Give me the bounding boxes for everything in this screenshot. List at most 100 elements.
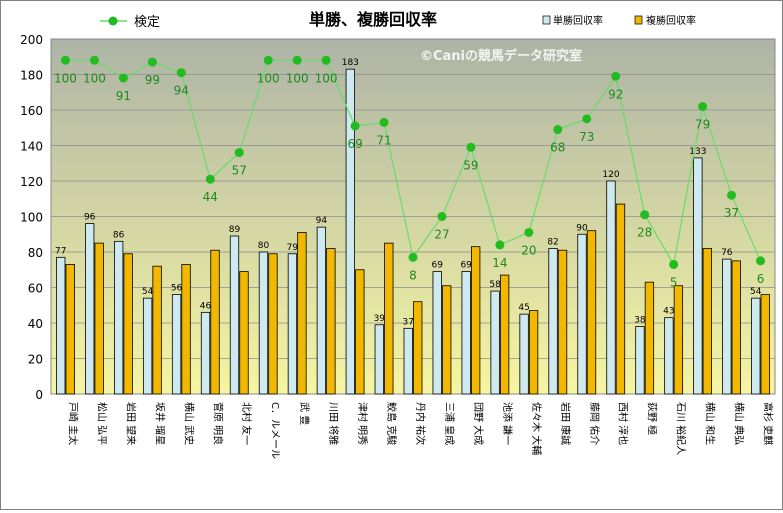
bar-fukusho — [326, 248, 336, 395]
x-tick-label: 三浦 皇成 — [443, 402, 456, 445]
bar-fukusho — [471, 246, 481, 395]
kentei-value-label: 94 — [174, 84, 189, 98]
kentei-marker — [756, 256, 766, 266]
kentei-marker — [466, 142, 476, 152]
bar-tansho — [403, 327, 413, 395]
x-tick-label: 岩田 望来 — [124, 402, 137, 445]
bar-fukusho — [152, 265, 162, 395]
y-tick-label: 40 — [28, 317, 43, 331]
legend-label-tansho: 単勝回収率 — [553, 14, 603, 27]
chart-title: 単勝、複勝回収率 — [309, 10, 437, 29]
bar-tansho — [171, 294, 182, 395]
kentei-value-label: 69 — [347, 137, 362, 151]
x-tick-label: 横山 和生 — [704, 402, 717, 445]
gridlines — [51, 74, 775, 359]
x-tick-label: 坂井 瑠星 — [153, 402, 166, 445]
kentei-value-label: 100 — [83, 71, 106, 85]
x-tick-label: 横山 典弘 — [733, 402, 746, 445]
x-tick-label: 松山 弘平 — [95, 402, 108, 445]
x-tick-label: 川田 将雅 — [327, 402, 340, 445]
bar-fukusho — [702, 248, 712, 395]
kentei-value-label: 91 — [116, 89, 131, 103]
bar-fukusho — [413, 301, 423, 395]
kentei-value-label: 59 — [463, 158, 478, 172]
bar-tansho — [519, 313, 529, 395]
bar-tansho-label: 80 — [258, 241, 270, 251]
x-tick-label: 武 豊 — [298, 402, 311, 425]
watermark: ©Caniの競馬データ研究室 — [420, 48, 582, 64]
bar-tansho — [461, 271, 471, 395]
bar-tansho-label: 54 — [142, 287, 154, 297]
kentei-value-label: 57 — [232, 164, 247, 178]
bar-tansho-label: 58 — [489, 280, 501, 290]
kentei-marker — [611, 71, 621, 81]
bar-fukusho — [586, 230, 597, 395]
bar-fukusho — [644, 281, 655, 395]
bar-tansho-label: 39 — [374, 314, 386, 324]
bar-fukusho — [442, 285, 452, 395]
bar-tansho-label: 76 — [721, 248, 733, 258]
y-tick-label: 0 — [35, 388, 43, 402]
bar-tansho-label: 86 — [113, 230, 125, 240]
x-tick-label: 荻野 極 — [646, 402, 659, 435]
y-tick-label: 140 — [20, 140, 43, 154]
kentei-value-label: 100 — [257, 71, 280, 85]
y-tick-label: 100 — [20, 211, 43, 225]
bar-fukusho — [94, 242, 104, 395]
kentei-value-label: 6 — [757, 272, 765, 286]
kentei-marker — [292, 55, 302, 65]
bar-tansho — [548, 248, 558, 395]
x-tick-label: 戸崎 圭太 — [66, 402, 79, 445]
bar-tansho — [85, 223, 95, 395]
bar-tansho-label: 69 — [460, 261, 472, 271]
x-tick-label: 団野 大成 — [472, 402, 485, 445]
kentei-value-label: 20 — [521, 243, 536, 257]
kentei-marker — [89, 55, 99, 65]
y-axis-ticks: 0 20 40 60 80 100 120 140 160 180 200 — [20, 33, 43, 402]
kentei-value-label: 71 — [376, 133, 391, 147]
legend: 検定 単勝回収率 複勝回収率 — [100, 14, 696, 30]
kentei-value-label: 27 — [434, 228, 449, 242]
y-tick-label: 20 — [28, 353, 43, 367]
kentei-marker — [698, 101, 708, 111]
kentei-value-label: 28 — [637, 226, 652, 240]
bar-tansho — [142, 297, 153, 395]
kentei-marker — [727, 190, 737, 200]
bar-tansho-label: 90 — [576, 223, 588, 233]
x-tick-label: 横山 武史 — [182, 402, 195, 445]
bar-fukusho — [181, 264, 191, 395]
bar-tansho — [693, 157, 703, 395]
bar-tansho-label: 94 — [316, 216, 328, 226]
bar-tansho-label: 38 — [634, 316, 646, 326]
bar-tansho — [606, 180, 616, 395]
kentei-marker — [669, 259, 679, 269]
x-axis-labels: 戸崎 圭太 松山 弘平 岩田 望来 坂井 瑠星 横山 武史 菅原 明良 北村 友一 C．ルメー… — [66, 402, 774, 459]
x-tick-label: 池添 謙一 — [501, 402, 514, 445]
kentei-value-label: 79 — [695, 117, 710, 131]
bar-tansho-label: 82 — [547, 237, 558, 247]
kentei-value-label: 5 — [670, 275, 678, 289]
bar-tansho — [751, 297, 761, 395]
bar-tansho — [56, 256, 66, 395]
bar-fukusho — [239, 271, 249, 395]
bar-tansho — [432, 271, 442, 395]
kentei-marker — [408, 252, 418, 262]
kentei-marker — [176, 68, 186, 78]
kentei-marker — [147, 57, 157, 67]
kentei-value-label: 73 — [579, 130, 594, 144]
bar-tansho-label: 96 — [84, 213, 96, 223]
bar-fukusho — [268, 253, 278, 395]
bar-tansho — [114, 240, 124, 395]
kentei-marker — [640, 210, 650, 220]
kentei-marker — [118, 73, 128, 83]
bar-tansho-label: 54 — [750, 287, 762, 297]
bar-tansho-label: 89 — [229, 225, 241, 235]
kentei-marker — [205, 174, 215, 184]
bar-tansho — [345, 68, 355, 395]
bar-tansho — [287, 253, 298, 395]
bar-tansho-label: 120 — [602, 170, 619, 180]
x-tick-label: 丹内 祐次 — [414, 402, 427, 445]
kentei-value-label: 44 — [203, 190, 218, 204]
